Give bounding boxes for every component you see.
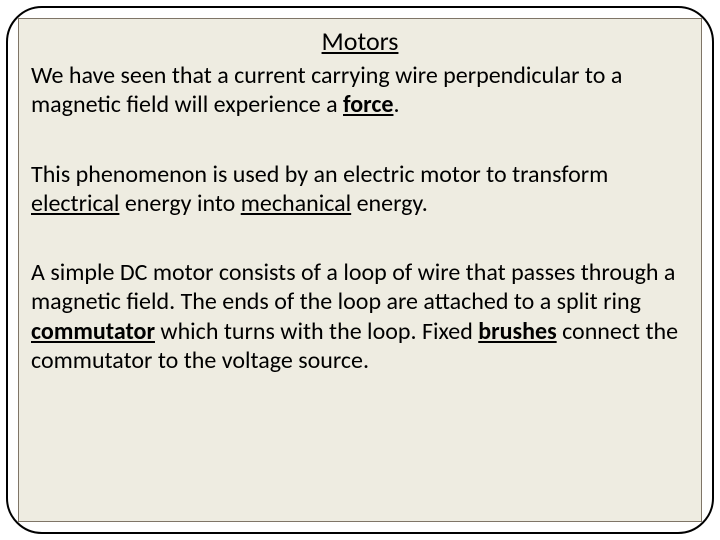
paragraph-2: This phenomenon is used by an electric m…	[31, 160, 689, 219]
paragraph-1: We have seen that a current carrying wir…	[31, 61, 689, 120]
p3-emph-brushes: brushes	[478, 317, 556, 346]
p2-pre: This phenomenon is used by an electric m…	[31, 160, 608, 189]
p1-pre: We have seen that a current carrying wir…	[31, 61, 622, 119]
p3-emph-commutator: commutator	[31, 317, 155, 346]
p2-emph-electrical: electrical	[31, 189, 119, 218]
p2-post: energy.	[351, 189, 428, 218]
p3-pre: A simple DC motor consists of a loop of …	[31, 258, 675, 316]
slide-outer-frame: Motors We have seen that a current carry…	[6, 6, 714, 534]
p1-emph-force: force	[343, 90, 393, 119]
p2-emph-mechanical: mechanical	[241, 189, 351, 218]
slide-inner-box: Motors We have seen that a current carry…	[18, 18, 702, 522]
p3-mid: which turns with the loop. Fixed	[155, 317, 478, 346]
slide-title: Motors	[31, 25, 689, 57]
p2-mid: energy into	[119, 189, 240, 218]
p1-post: .	[393, 90, 399, 119]
paragraph-3: A simple DC motor consists of a loop of …	[31, 258, 689, 375]
